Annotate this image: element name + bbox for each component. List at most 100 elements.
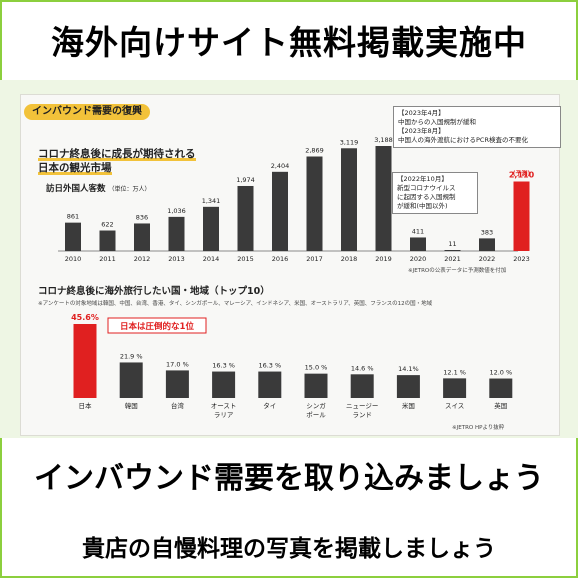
chart2-value-label: 21.9 % bbox=[120, 352, 143, 360]
chart1-forecast-tag: (予測) bbox=[513, 170, 531, 178]
chart2-tick-label: 英国 bbox=[494, 401, 507, 410]
chart1-tick-label: 2023 bbox=[513, 255, 530, 263]
chart2-tick-label: シンガ bbox=[306, 401, 326, 410]
chart1-tick-label: 2019 bbox=[375, 255, 392, 263]
note-2023: 【2023年4月】 中国からの入国規制が緩和 【2023年8月】 中国人の海外渡… bbox=[393, 106, 561, 148]
chart1-value-label: 3,119 bbox=[340, 138, 359, 146]
chart1-tick-label: 2016 bbox=[272, 255, 289, 263]
chart2-bar bbox=[304, 373, 328, 398]
chart1-bar bbox=[306, 156, 323, 251]
chart2-title: コロナ終息後に海外旅行したい国・地域（トップ10） bbox=[38, 286, 270, 297]
chart1-value-label: 411 bbox=[412, 227, 424, 235]
chart1-tick-label: 2013 bbox=[168, 255, 185, 263]
chart1-tick-label: 2022 bbox=[479, 255, 496, 263]
bottom-line1: インバウンド需要を取り込みましょう bbox=[0, 444, 578, 506]
chart1-source: ※JETROの公表データに予測数値を付加 bbox=[408, 268, 507, 274]
chart1-unit-label-text: 訪日外国人客数 bbox=[46, 184, 106, 194]
chart2-bar bbox=[258, 371, 282, 398]
chart2-tick-label: タイ bbox=[263, 401, 276, 410]
chart2-tick-label: 台湾 bbox=[171, 401, 185, 410]
bottom-line2: 貴店の自慢料理の写真を掲載しましょう bbox=[0, 520, 578, 572]
chart1-bar bbox=[513, 181, 530, 251]
top-banner: 海外向けサイト無料掲載実施中 bbox=[0, 0, 578, 80]
chart2-value-label: 12.1 % bbox=[443, 368, 466, 376]
chart2-callout-box bbox=[107, 317, 207, 334]
chart2-bar bbox=[212, 371, 236, 398]
chart1-tick-label: 2015 bbox=[237, 255, 254, 263]
chart2-tick-label: ポール bbox=[306, 411, 326, 419]
chart2-tick-label: スイス bbox=[445, 402, 464, 410]
bottom-line1-text: インバウンド需要を取り込みましょう bbox=[34, 461, 544, 496]
chart1-tick-label: 2020 bbox=[410, 255, 427, 263]
chart2-tick-label: ニュージー bbox=[346, 402, 378, 410]
bottom-line2-text: 貴店の自慢料理の写真を掲載しましょう bbox=[82, 535, 496, 562]
chart2-value-label: 17.0 % bbox=[166, 360, 189, 368]
chart1-bar bbox=[203, 206, 219, 251]
chart2-value-label: 45.6% bbox=[71, 313, 99, 322]
chart2-bar bbox=[443, 378, 467, 398]
chart1-value-label: 2,404 bbox=[271, 162, 290, 170]
chart1-tick-label: 2021 bbox=[444, 255, 461, 263]
chart1-subtitle-line2: 日本の観光市場 bbox=[38, 162, 112, 174]
chart1-bar bbox=[410, 237, 426, 251]
chart2-value-label: 14.6 % bbox=[351, 364, 374, 372]
chart1-bar bbox=[444, 250, 461, 251]
chart1-bar bbox=[272, 171, 288, 251]
chart1-value-label: 861 bbox=[67, 213, 79, 221]
chart1-tick-label: 2011 bbox=[99, 255, 116, 263]
chart1-bar bbox=[375, 146, 392, 251]
chart1-unit-note: （単位：万人） bbox=[108, 186, 151, 193]
chart2-bar bbox=[350, 374, 374, 398]
chart1-value-label: 3,188 bbox=[374, 136, 393, 144]
chart1-bar bbox=[479, 238, 495, 251]
chart1-value-label: 2,110 bbox=[509, 171, 535, 180]
chart2-tick-label: オースト bbox=[211, 402, 237, 410]
chart1-bar bbox=[99, 230, 116, 251]
chart-panel bbox=[20, 94, 560, 436]
chart2-bar bbox=[396, 375, 420, 398]
chart2-bar bbox=[489, 378, 513, 398]
chart2-value-label: 14.1% bbox=[398, 365, 419, 373]
chart1-value-label: 1,974 bbox=[236, 176, 255, 184]
chart1-value-label: 622 bbox=[101, 221, 113, 229]
chart1-bar bbox=[65, 222, 81, 251]
chart2-value-label: 12.0 % bbox=[489, 369, 512, 377]
note-2022-line: が緩和(中国以外) bbox=[397, 202, 448, 210]
chart2-value-label: 16.3 % bbox=[258, 362, 281, 370]
chart1-tick-label: 2010 bbox=[65, 255, 82, 263]
chart2-callout-text: 日本は圧倒的な1位 bbox=[120, 321, 194, 332]
note-2023-line: 【2023年8月】 bbox=[398, 127, 445, 135]
chart2-footnote: ※アンケートの対象地域は韓国、中国、台湾、香港、タイ、シンガポール、マレーシア、… bbox=[38, 301, 433, 307]
chart2-value-label: 15.0 % bbox=[305, 364, 328, 372]
chart1-value-label: 1,341 bbox=[202, 197, 221, 205]
chart1-tick-label: 2014 bbox=[203, 255, 220, 263]
note-2022-line: に起因する入国規制 bbox=[397, 193, 456, 201]
chart1-value-label: 1,036 bbox=[167, 207, 186, 215]
chart2-bar bbox=[119, 362, 143, 398]
chart1-value-label: 11 bbox=[448, 240, 456, 248]
note-2023-line: 中国からの入国規制が緩和 bbox=[398, 118, 476, 126]
note-2022-line: 【2022年10月】 bbox=[397, 175, 448, 183]
chart1-subtitle-line1: コロナ終息後に成長が期待される bbox=[38, 148, 196, 160]
chart1-tick-label: 2012 bbox=[134, 255, 151, 263]
chart1-bar bbox=[134, 223, 150, 251]
top-banner-text: 海外向けサイト無料掲載実施中 bbox=[51, 23, 527, 62]
chart1-bar bbox=[237, 185, 254, 251]
note-2023-line: 中国人の海外渡航におけるPCR検査の不要化 bbox=[398, 136, 528, 144]
chart1-tick-label: 2018 bbox=[341, 255, 358, 263]
note-2022: 【2022年10月】 新型コロナウイルス に起因する入国規制 が緩和(中国以外) bbox=[392, 172, 478, 214]
chart1-bar bbox=[341, 148, 357, 251]
chart2-value-label: 16.3 % bbox=[212, 362, 235, 370]
note-2023-line: 【2023年4月】 bbox=[398, 109, 445, 117]
note-2022-line: 新型コロナウイルス bbox=[397, 184, 456, 192]
chart1-tick-label: 2017 bbox=[306, 255, 323, 263]
chart1-value-label: 836 bbox=[136, 213, 148, 221]
chart2-tick-label: 韓国 bbox=[125, 401, 138, 410]
chart1-value-label: 2,869 bbox=[305, 147, 324, 155]
chart1-value-label: 383 bbox=[481, 228, 493, 236]
section-pill: インバウンド需要の復興 bbox=[24, 104, 150, 120]
chart2-source: ※JETRO HPより抜粋 bbox=[452, 425, 505, 431]
chart1-unit-label: 訪日外国人客数 （単位：万人） bbox=[46, 182, 151, 194]
